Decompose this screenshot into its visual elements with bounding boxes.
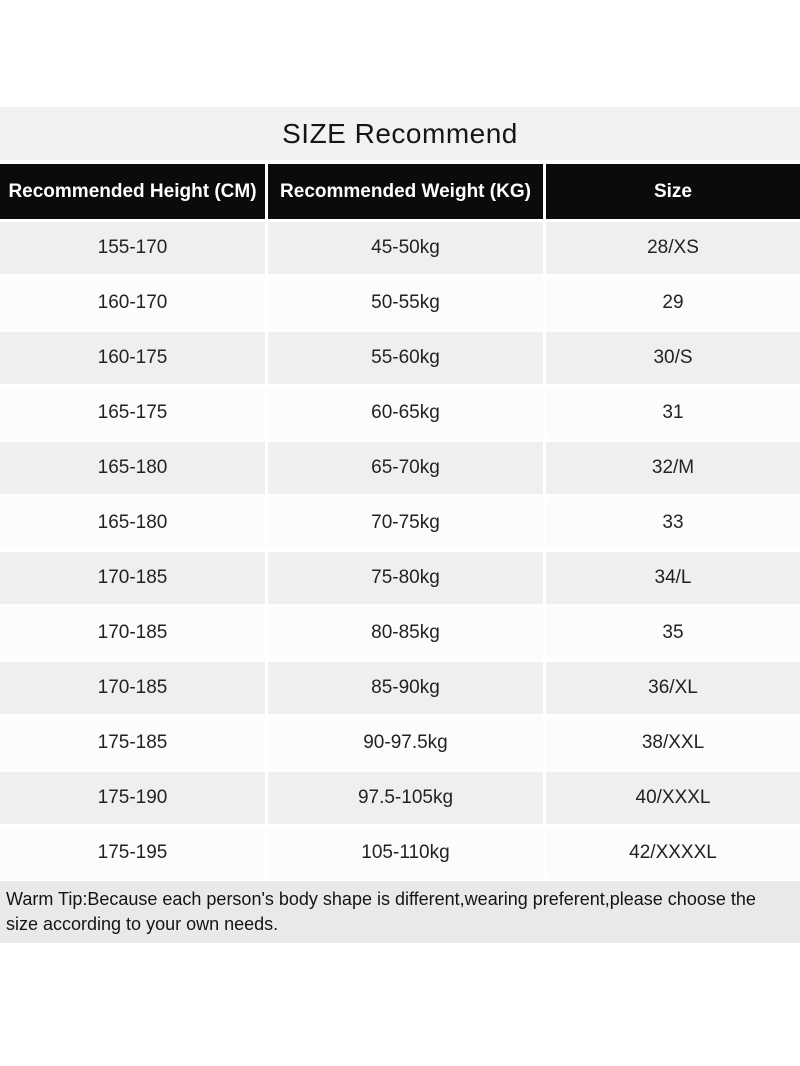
table-header-row: Recommended Height (CM) Recommended Weig… xyxy=(0,164,800,219)
cell-size: 42/XXXXL xyxy=(546,827,800,879)
page-title: SIZE Recommend xyxy=(282,117,518,149)
table-row: 170-185 80-85kg 35 xyxy=(0,607,800,659)
cell-size: 28/XS xyxy=(546,222,800,274)
cell-height: 165-175 xyxy=(0,387,265,439)
cell-height: 170-185 xyxy=(0,552,265,604)
table-row: 165-175 60-65kg 31 xyxy=(0,387,800,439)
cell-weight: 85-90kg xyxy=(268,662,543,714)
table-row: 175-190 97.5-105kg 40/XXXL xyxy=(0,772,800,824)
table-row: 160-175 55-60kg 30/S xyxy=(0,332,800,384)
cell-weight: 80-85kg xyxy=(268,607,543,659)
cell-height: 165-180 xyxy=(0,442,265,494)
cell-weight: 65-70kg xyxy=(268,442,543,494)
cell-weight: 55-60kg xyxy=(268,332,543,384)
cell-weight: 97.5-105kg xyxy=(268,772,543,824)
cell-height: 165-180 xyxy=(0,497,265,549)
cell-size: 34/L xyxy=(546,552,800,604)
cell-weight: 90-97.5kg xyxy=(268,717,543,769)
table-row: 175-195 105-110kg 42/XXXXL xyxy=(0,827,800,879)
header-recommended-height: Recommended Height (CM) xyxy=(0,164,265,219)
cell-height: 160-175 xyxy=(0,332,265,384)
cell-height: 175-190 xyxy=(0,772,265,824)
cell-size: 36/XL xyxy=(546,662,800,714)
table-row: 155-170 45-50kg 28/XS xyxy=(0,222,800,274)
cell-weight: 70-75kg xyxy=(268,497,543,549)
cell-height: 175-195 xyxy=(0,827,265,879)
cell-size: 33 xyxy=(546,497,800,549)
table-row: 160-170 50-55kg 29 xyxy=(0,277,800,329)
cell-size: 40/XXXL xyxy=(546,772,800,824)
table-row: 170-185 85-90kg 36/XL xyxy=(0,662,800,714)
cell-weight: 45-50kg xyxy=(268,222,543,274)
size-table: Recommended Height (CM) Recommended Weig… xyxy=(0,164,800,879)
table-row: 165-180 65-70kg 32/M xyxy=(0,442,800,494)
cell-size: 32/M xyxy=(546,442,800,494)
cell-weight: 50-55kg xyxy=(268,277,543,329)
table-row: 170-185 75-80kg 34/L xyxy=(0,552,800,604)
header-size: Size xyxy=(546,164,800,219)
cell-weight: 105-110kg xyxy=(268,827,543,879)
table-row: 175-185 90-97.5kg 38/XXL xyxy=(0,717,800,769)
cell-height: 160-170 xyxy=(0,277,265,329)
warm-tip: Warm Tip:Because each person's body shap… xyxy=(0,881,800,943)
cell-weight: 60-65kg xyxy=(268,387,543,439)
cell-weight: 75-80kg xyxy=(268,552,543,604)
cell-size: 29 xyxy=(546,277,800,329)
title-band: SIZE Recommend xyxy=(0,107,800,160)
cell-height: 170-185 xyxy=(0,607,265,659)
cell-height: 170-185 xyxy=(0,662,265,714)
table-row: 165-180 70-75kg 33 xyxy=(0,497,800,549)
cell-size: 31 xyxy=(546,387,800,439)
cell-height: 155-170 xyxy=(0,222,265,274)
cell-size: 35 xyxy=(546,607,800,659)
table-body: 155-170 45-50kg 28/XS 160-170 50-55kg 29… xyxy=(0,222,800,879)
cell-size: 38/XXL xyxy=(546,717,800,769)
header-recommended-weight: Recommended Weight (KG) xyxy=(268,164,543,219)
cell-size: 30/S xyxy=(546,332,800,384)
cell-height: 175-185 xyxy=(0,717,265,769)
